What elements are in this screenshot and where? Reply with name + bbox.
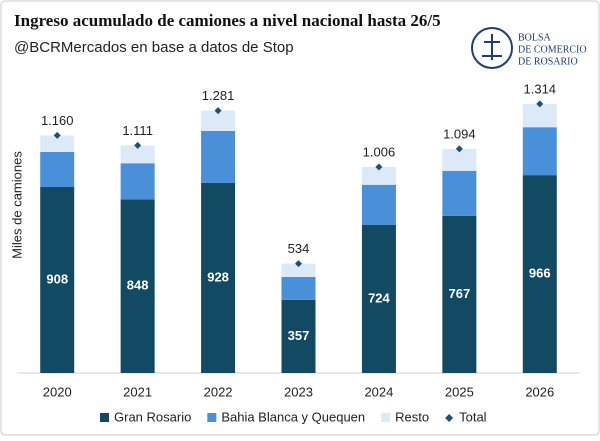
bar-segment xyxy=(40,151,75,188)
total-label: 1.006 xyxy=(363,144,396,159)
logo-text: BOLSA xyxy=(518,32,552,43)
x-tick-label: 2020 xyxy=(43,384,72,399)
x-tick-label: 2023 xyxy=(284,384,313,399)
bar-segment xyxy=(442,215,477,373)
total-marker xyxy=(214,107,222,115)
legend-label: Bahia Blanca y Quequen xyxy=(221,409,365,424)
bar-segment xyxy=(361,166,396,185)
bar-segment xyxy=(120,199,155,373)
logo-emblem xyxy=(471,27,513,69)
legend-swatch xyxy=(207,413,217,422)
total-marker xyxy=(53,131,61,139)
total-marker xyxy=(536,100,544,108)
x-tick-label: 2025 xyxy=(445,384,474,399)
total-label: 1.160 xyxy=(41,113,74,128)
legend-marker xyxy=(445,414,454,422)
total-marker xyxy=(455,145,463,153)
bar-segment xyxy=(201,182,236,373)
bar-segment xyxy=(201,110,236,131)
logo: BOLSA DE COMERCIO DE ROSARIO xyxy=(471,27,587,69)
bar-label: 357 xyxy=(288,328,310,343)
legend-label: Total xyxy=(459,409,487,424)
bar-label: 724 xyxy=(368,290,390,305)
bar-segment xyxy=(281,299,316,373)
total-marker xyxy=(134,141,142,149)
x-tick-label: 2021 xyxy=(123,384,152,399)
y-axis-label: Miles de camiones xyxy=(9,151,24,259)
legend-label: Resto xyxy=(395,409,429,424)
total-marker xyxy=(295,260,302,268)
bar-label: 966 xyxy=(529,266,551,281)
total-label: 1.111 xyxy=(122,123,153,138)
total-label: 1.281 xyxy=(202,88,235,103)
bar-segment xyxy=(522,127,557,176)
chart-title: Ingreso acumulado de camiones a nivel na… xyxy=(14,11,441,30)
total-label: 1.314 xyxy=(524,81,557,96)
bar-label: 767 xyxy=(449,286,471,301)
bar-segment xyxy=(522,175,557,373)
bar-segment xyxy=(201,130,236,183)
bar-segment xyxy=(522,103,557,128)
bar-segment xyxy=(361,224,396,373)
logo-text: DE ROSARIO xyxy=(518,56,578,67)
legend-swatch xyxy=(100,413,109,422)
bar-segment xyxy=(120,145,155,164)
bar-label: 928 xyxy=(207,269,229,284)
logo-text: DE COMERCIO xyxy=(518,44,587,55)
bar-segment xyxy=(361,184,396,225)
bar-label: 848 xyxy=(127,278,149,293)
total-label: 534 xyxy=(288,241,310,256)
x-tick-label: 2024 xyxy=(364,384,393,399)
bar-segment xyxy=(442,148,477,171)
total-marker xyxy=(375,163,383,171)
bar-segment xyxy=(281,263,316,277)
bar-segment xyxy=(40,135,75,152)
legend-swatch xyxy=(381,413,391,422)
bar-label: 908 xyxy=(46,271,68,286)
chart-subtitle: @BCRMercados en base a datos de Stop xyxy=(14,39,294,56)
legend-label: Gran Rosario xyxy=(114,409,191,424)
bar-segment xyxy=(120,163,155,200)
total-label: 1.094 xyxy=(443,126,476,141)
logo-icon xyxy=(482,34,502,60)
bar-segment xyxy=(442,170,477,216)
x-tick-label: 2022 xyxy=(204,384,233,399)
x-tick-label: 2026 xyxy=(525,384,554,399)
bar-segment xyxy=(281,276,316,300)
bar-segment xyxy=(40,187,75,373)
